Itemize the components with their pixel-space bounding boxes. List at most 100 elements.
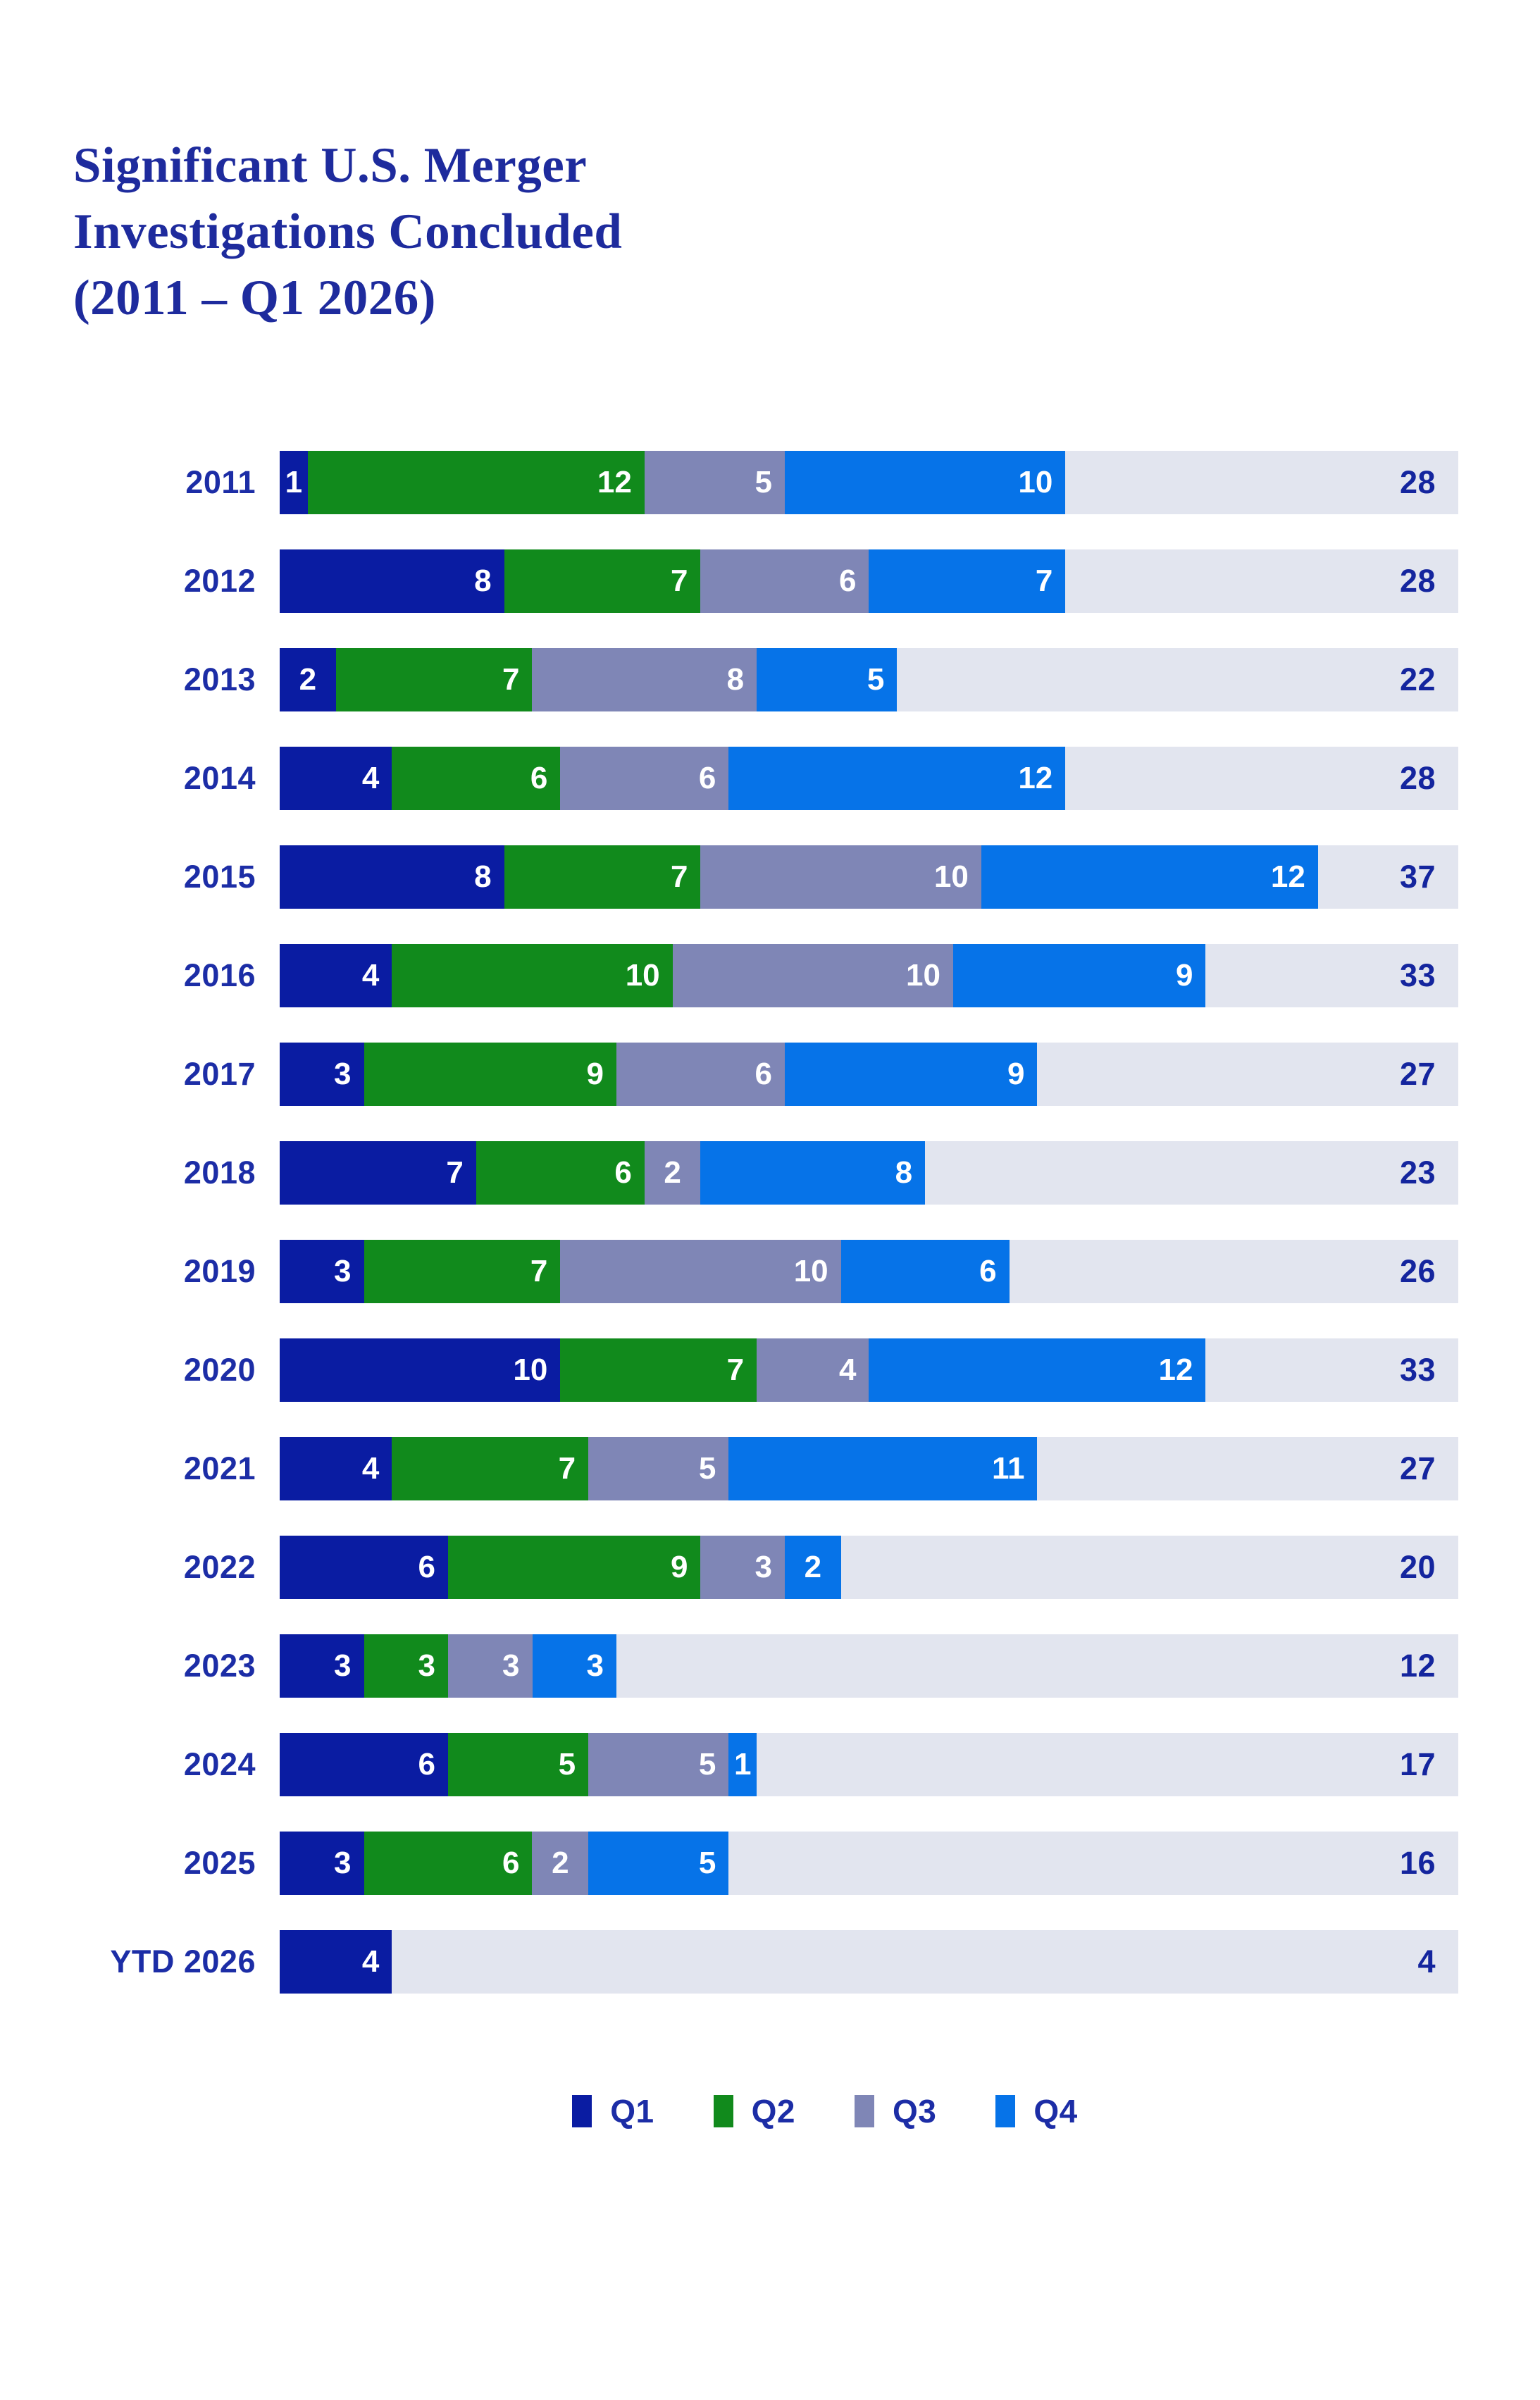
bar-segment-q3: 5 [588,1733,729,1796]
chart-row: 2013 2 7 8 5 22 [0,648,1458,711]
chart-row: 2025 3 6 2 5 16 [0,1832,1458,1895]
bar-segment-q4: 12 [869,1338,1206,1402]
bar-segment-q3: 4 [757,1338,869,1402]
segment-value: 4 [361,1451,380,1486]
row-total: 37 [1399,859,1436,895]
page-title: Significant U.S. Merger Investigations Co… [73,132,1540,331]
row-total: 27 [1399,1056,1436,1092]
bar-segment-q2: 5 [447,1733,589,1796]
bar-segment-q2: 6 [392,747,561,810]
bar-segment-q3: 5 [588,1437,729,1500]
chart-row: 2016 4 10 10 9 33 [0,944,1458,1007]
row-total: 20 [1399,1549,1436,1585]
segment-value: 8 [895,1155,913,1190]
legend-label-q2: Q2 [751,2093,795,2129]
bar-segment-q1: 2 [280,648,336,711]
bar-track: 8 7 6 7 28 [280,549,1458,613]
chart-row: 2023 3 3 3 3 12 [0,1634,1458,1698]
row-total: 33 [1399,957,1436,993]
segment-value: 5 [698,1451,716,1486]
row-label-2023: 2023 [183,1648,256,1684]
legend-swatch-q3 [855,2095,874,2127]
bar-segment-q2: 6 [476,1141,645,1205]
segment-value: 10 [793,1254,828,1288]
segment-value: 11 [991,1451,1025,1486]
segment-value: 10 [1018,465,1053,499]
row-label-2018: 2018 [183,1155,256,1190]
segment-value: 7 [558,1451,576,1486]
bar-segment-q2: 7 [335,648,533,711]
segment-value: 6 [979,1254,997,1288]
row-label-2017: 2017 [183,1056,256,1092]
segment-value: 7 [726,1353,745,1387]
segment-value: 1 [285,465,303,499]
segment-value: 7 [671,564,688,598]
bar-segment-q3: 10 [672,944,953,1007]
bar-segment-q2: 7 [392,1437,589,1500]
chart-row: 2021 4 7 5 11 27 [0,1437,1458,1500]
segment-value: 12 [1158,1353,1193,1387]
segment-value: 5 [698,1747,716,1782]
segment-value: 2 [552,1846,569,1880]
row-total: 23 [1399,1155,1436,1190]
legend-swatch-q1 [572,2095,592,2127]
segment-value: 7 [446,1155,464,1190]
bar-segment-q4: 7 [869,549,1066,613]
bar-segment-q4: 8 [700,1141,926,1205]
row-total: 26 [1399,1253,1436,1289]
bar-segment-q2: 7 [560,1338,757,1402]
segment-value: 7 [671,859,688,894]
chart-row: 2014 4 6 6 12 28 [0,747,1458,810]
bar-segment-q1: 6 [280,1536,448,1599]
bar-segment-q4: 5 [757,648,898,711]
bar-track: 2 7 8 5 22 [280,648,1458,711]
bar-segment-q3: 3 [448,1634,533,1698]
row-label-2016: 2016 [183,957,256,993]
bar-segment-q2: 7 [504,845,701,909]
segment-value: 2 [804,1550,822,1584]
row-total: 4 [1417,1944,1436,1979]
segment-value: 10 [625,958,660,993]
legend: Q1 Q2 Q3 Q4 [55,2092,1540,2130]
segment-value: 3 [418,1648,435,1683]
row-label-2011: 2011 [185,464,256,500]
bar-track: 1 12 5 10 28 [280,451,1458,514]
chart-row: 2018 7 6 2 8 23 [0,1141,1458,1205]
bar-track: 3 9 6 9 27 [280,1043,1458,1106]
segment-value: 5 [867,662,885,697]
row-label-ytd-2026: YTD 2026 [110,1944,256,1979]
stacked-bar-chart: 2011 1 12 5 10 28 2012 8 7 6 7 28 2013 2 7 8 5 22 2014 4 6 6 1… [0,451,1458,1994]
bar-segment-q1: 8 [280,549,504,613]
legend-swatch-q2 [713,2095,733,2127]
segment-value: 10 [933,859,969,894]
legend-swatch-q4 [995,2095,1016,2127]
legend-label-q1: Q1 [610,2093,654,2129]
row-label-2022: 2022 [183,1549,256,1585]
bar-track: 3 6 2 5 16 [280,1832,1458,1895]
segment-value: 4 [361,761,380,795]
chart-row: 2017 3 9 6 9 27 [0,1043,1458,1106]
chart-row: 2019 3 7 10 6 26 [0,1240,1458,1303]
title-line-3: (2011 – Q1 2026) [73,271,436,325]
bar-track: 6 5 5 1 17 [280,1733,1458,1796]
bar-segment-q1: 6 [280,1733,448,1796]
row-label-2019: 2019 [183,1253,256,1289]
segment-value: 9 [1176,958,1193,993]
bar-segment-q3: 10 [700,845,981,909]
bar-segment-q3: 2 [532,1832,589,1895]
legend-item-q2: Q2 [713,2092,795,2130]
chart-row: 2012 8 7 6 7 28 [0,549,1458,613]
title-line-2: Investigations Concluded [73,204,623,259]
segment-value: 1 [733,1747,752,1782]
segment-value: 3 [334,1254,352,1288]
bar-track: 7 6 2 8 23 [280,1141,1458,1205]
segment-value: 6 [530,761,548,795]
row-label-2014: 2014 [183,760,256,796]
segment-value: 3 [334,1648,352,1683]
segment-value: 3 [334,1846,352,1880]
bar-track: 8 7 10 12 37 [280,845,1458,909]
title-line-1: Significant U.S. Merger [73,138,588,193]
row-label-2012: 2012 [183,563,256,599]
legend-item-q1: Q1 [572,2092,654,2130]
